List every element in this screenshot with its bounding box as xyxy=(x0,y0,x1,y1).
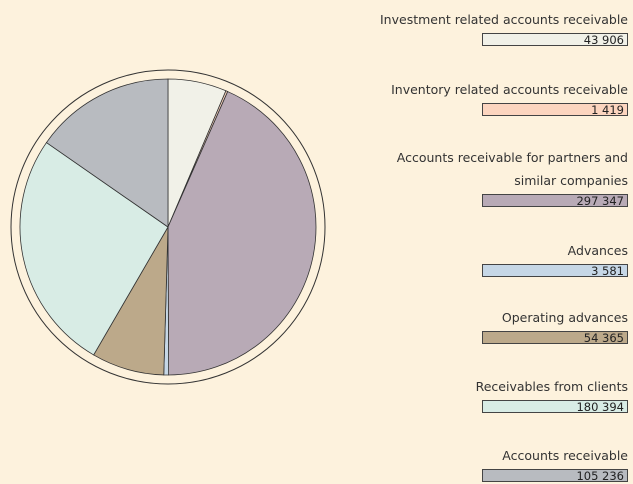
legend-label: Advances xyxy=(567,243,628,258)
legend-item: Receivables from clients 180 394 xyxy=(368,375,628,413)
legend-item: Accounts receivable 105 236 xyxy=(368,444,628,482)
legend-label: Inventory related accounts receivable xyxy=(391,82,628,97)
value-label: 54 365 xyxy=(482,331,628,344)
value-label: 105 236 xyxy=(482,469,628,482)
value-label: 43 906 xyxy=(482,33,628,46)
pie-ring xyxy=(10,69,326,385)
value-label: 3 581 xyxy=(482,264,628,277)
legend-label: Operating advances xyxy=(501,310,628,325)
value-label: 297 347 xyxy=(482,194,628,207)
pie-slice xyxy=(45,78,169,228)
legend-label: Investment related accounts receivable xyxy=(380,12,628,27)
legend-item: Inventory related accounts receivable 1 4… xyxy=(368,78,628,116)
legend-label: Accounts receivable for partners and sim… xyxy=(396,150,628,188)
pie-slice xyxy=(19,141,169,356)
legend-label: Receivables from clients xyxy=(475,379,628,394)
value-label: 180 394 xyxy=(482,400,628,413)
pie-chart xyxy=(10,69,326,385)
legend-label: Accounts receivable xyxy=(502,448,628,463)
legend-item: Operating advances 54 365 xyxy=(368,306,628,344)
legend-item: Accounts receivable for partners and sim… xyxy=(378,146,628,207)
pie-slice xyxy=(167,91,317,376)
legend-item: Advances 3 581 xyxy=(368,239,628,277)
legend-item: Investment related accounts receivable 43… xyxy=(368,8,628,46)
value-label: 1 419 xyxy=(482,103,628,116)
